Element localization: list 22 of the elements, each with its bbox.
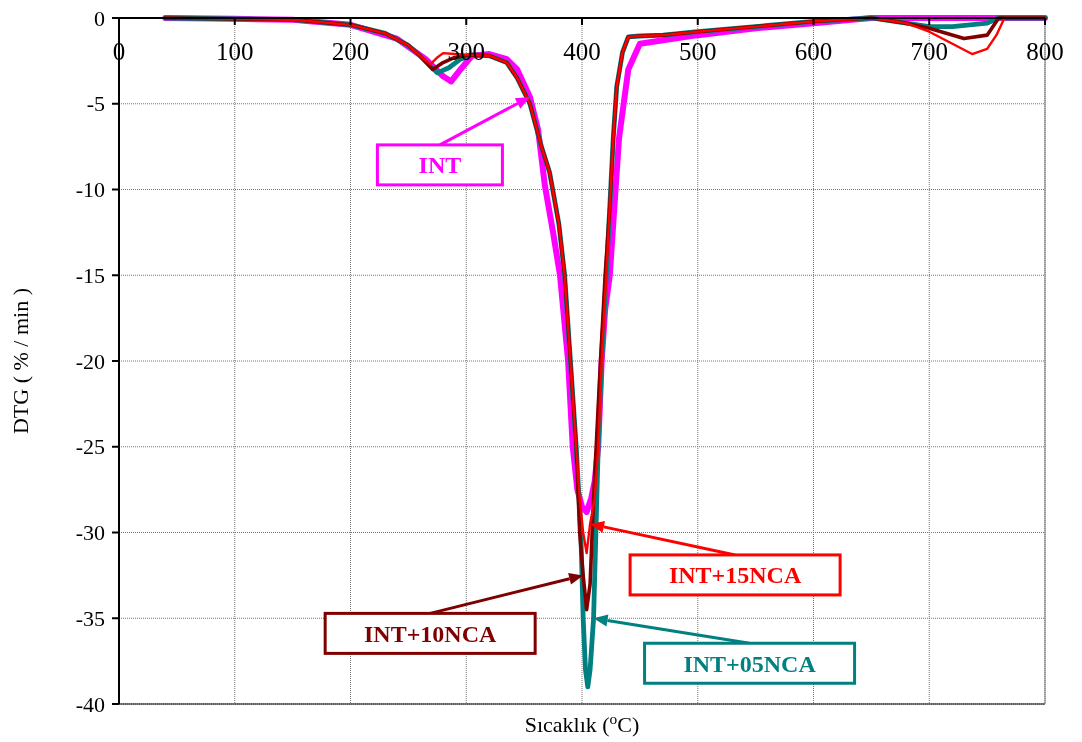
x-tick-label: 200 [331,38,370,65]
x-tick-label: 500 [679,38,717,65]
y-tick-label: -40 [75,691,105,717]
text: INT+05NCA [683,650,817,677]
text: INT+15NCA [668,562,802,589]
x-axis-title: Sıcaklık ($^{o}$C) [524,709,640,737]
text: INT+10NCA [363,620,497,647]
y-tick-label: -20 [75,348,105,374]
x-tick-label: 100 [216,38,254,65]
y-tick-label: -5 [86,91,105,117]
x-tick-label: 400 [563,38,601,65]
x-tick-label: 700 [910,38,948,65]
x-tick-label: 600 [794,38,833,65]
legend-label: INT [418,152,462,179]
y-tick-label: -25 [75,434,105,460]
y-tick-label: -35 [75,605,105,631]
y-tick-label: -15 [75,262,105,288]
y-axis-title: DTG ( % / min ) [8,287,33,435]
x-tick-label: 800 [1026,38,1064,65]
y-tick-label: -30 [75,520,105,546]
y-tick-label: -10 [75,177,105,203]
y-tick-label: 0 [94,5,105,31]
